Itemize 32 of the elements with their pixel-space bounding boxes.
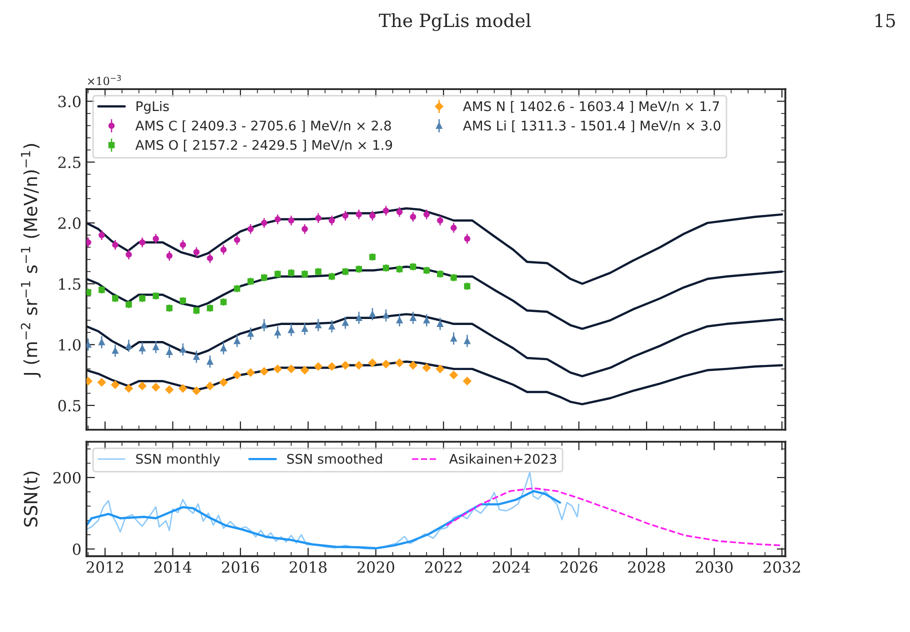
x-tick-label: 2032 [764,561,800,573]
legend-label: SSN monthly [136,454,220,466]
y-tick-label: 2.5 [58,156,80,168]
text: ×10$^{−3}$ [88,74,121,86]
y-tick-label: 2.0 [58,217,81,229]
y-tick-label: 0 [72,543,81,556]
text: 15 [876,14,895,28]
x-tick-label: 2018 [290,561,327,573]
x-tick-label: 2012 [86,561,124,573]
y-tick-label: 3.0 [58,96,81,108]
y-tick-label: 200 [53,472,81,484]
x-tick-label: 2030 [696,561,733,573]
x-tick-label: 2020 [357,561,394,573]
legend-label: Asikainen+2023 [449,454,556,464]
text: J (m$^{−2}$ sr$^{−1}$ s$^{−1}$ (MeV/n)$^{−1}$) [20,144,41,378]
legend-label: AMS Li [ 1311.3 - 1501.4 ] MeV/n × 3.0 [462,120,720,132]
legend-label: AMS O [ 2157.2 - 2429.5 ] MeV/n × 1.9 [135,140,392,152]
text: The PgLis model [378,13,531,31]
legend-label: SSN smoothed [287,454,382,464]
x-tick-label: 2014 [154,561,192,573]
x-tick-label: 2022 [425,561,462,573]
legend-label: AMS C [ 2409.3 - 2705.6 ] MeV/n × 2.8 [135,120,391,132]
y-tick-label: 1.5 [59,278,80,290]
legend-label: PgLis [136,100,169,114]
legend-label: AMS N [ 1402.6 - 1603.4 ] MeV/n × 1.7 [462,100,719,113]
y-tick-label: 1.0 [59,339,81,351]
y-tick-label: 0.5 [58,400,80,412]
x-tick-label: 2016 [222,561,259,573]
x-tick-label: 2028 [628,561,665,573]
y-axis-title: SSN(t) [24,472,40,527]
x-tick-label: 2026 [560,561,598,573]
x-tick-label: 2024 [492,561,530,573]
